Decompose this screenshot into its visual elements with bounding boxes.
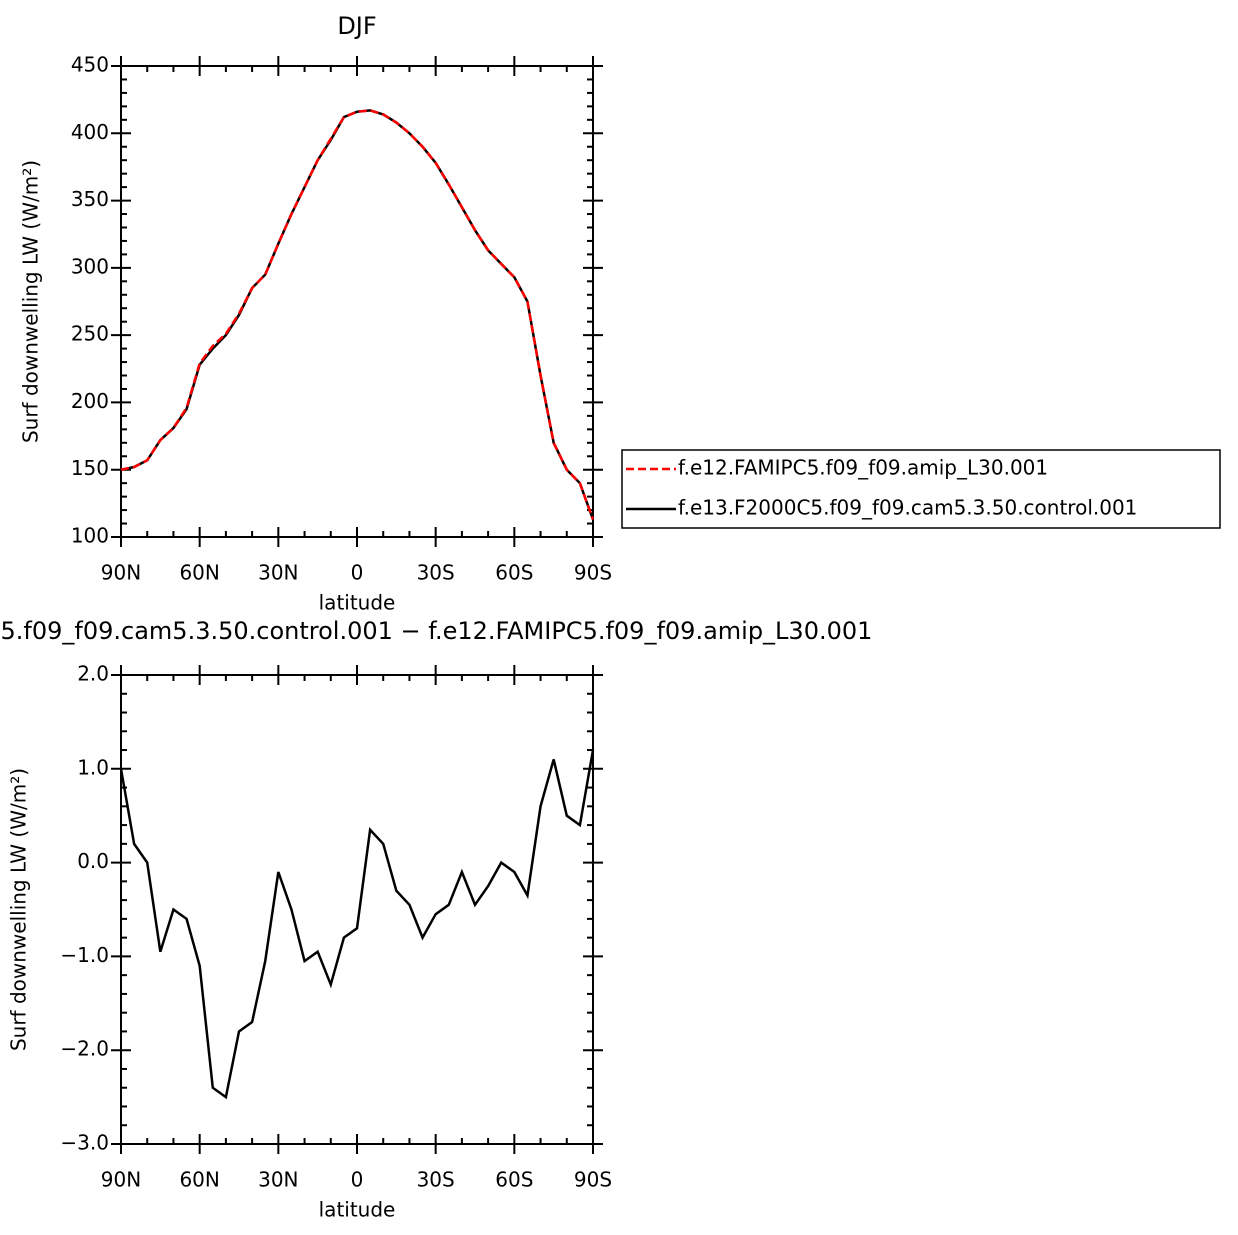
y-tick-label: 300 bbox=[71, 254, 109, 278]
y-axis-label: Surf downwelling LW (W/m²) bbox=[7, 768, 31, 1051]
data-line bbox=[119, 749, 595, 1100]
y-tick-label: 450 bbox=[71, 53, 109, 77]
plot-frame bbox=[120, 674, 594, 1145]
y-tick-label: −2.0 bbox=[60, 1037, 109, 1061]
y-tick-label: 100 bbox=[71, 524, 109, 548]
x-tick-label: 60N bbox=[179, 1168, 219, 1192]
x-tick-label: 60S bbox=[495, 1168, 533, 1192]
y-tick-label: −1.0 bbox=[60, 943, 109, 967]
y-tick-label: 150 bbox=[71, 456, 109, 480]
data-line bbox=[120, 109, 595, 520]
data-line bbox=[120, 109, 595, 520]
x-tick-label: 60S bbox=[495, 561, 533, 585]
x-tick-label: 0 bbox=[351, 561, 364, 585]
x-tick-label: 30N bbox=[258, 561, 298, 585]
legend-label: f.e13.F2000C5.f09_f09.cam5.3.50.control.… bbox=[678, 496, 1137, 520]
x-tick-label: 60N bbox=[179, 561, 219, 585]
y-tick-label: 200 bbox=[71, 389, 109, 413]
x-tick-label: 90N bbox=[101, 561, 141, 585]
plot-frame bbox=[120, 65, 594, 538]
x-tick-label: 30S bbox=[417, 1168, 455, 1192]
legend-box bbox=[621, 449, 1221, 529]
x-tick-label: 90N bbox=[101, 1168, 141, 1192]
x-tick-label: 30N bbox=[258, 1168, 298, 1192]
legend-label: f.e12.FAMIPC5.f09_f09.amip_L30.001 bbox=[678, 456, 1048, 480]
x-axis-label: latitude bbox=[319, 591, 396, 615]
y-tick-label: 1.0 bbox=[77, 755, 109, 779]
x-tick-label: 0 bbox=[351, 1168, 364, 1192]
x-tick-label: 90S bbox=[574, 1168, 612, 1192]
x-axis-label: latitude bbox=[319, 1198, 396, 1222]
y-tick-label: 350 bbox=[71, 187, 109, 211]
y-tick-label: 250 bbox=[71, 322, 109, 346]
y-tick-label: −3.0 bbox=[60, 1131, 109, 1155]
chart-title: f.e13.F2000C5.f09_f09.cam5.3.50.control.… bbox=[0, 617, 872, 645]
x-tick-label: 90S bbox=[574, 561, 612, 585]
y-tick-label: 2.0 bbox=[77, 662, 109, 686]
chart-title: DJF bbox=[337, 12, 376, 40]
y-axis-label: Surf downwelling LW (W/m²) bbox=[19, 160, 43, 443]
y-tick-label: 0.0 bbox=[77, 849, 109, 873]
y-tick-label: 400 bbox=[71, 120, 109, 144]
x-tick-label: 30S bbox=[417, 561, 455, 585]
